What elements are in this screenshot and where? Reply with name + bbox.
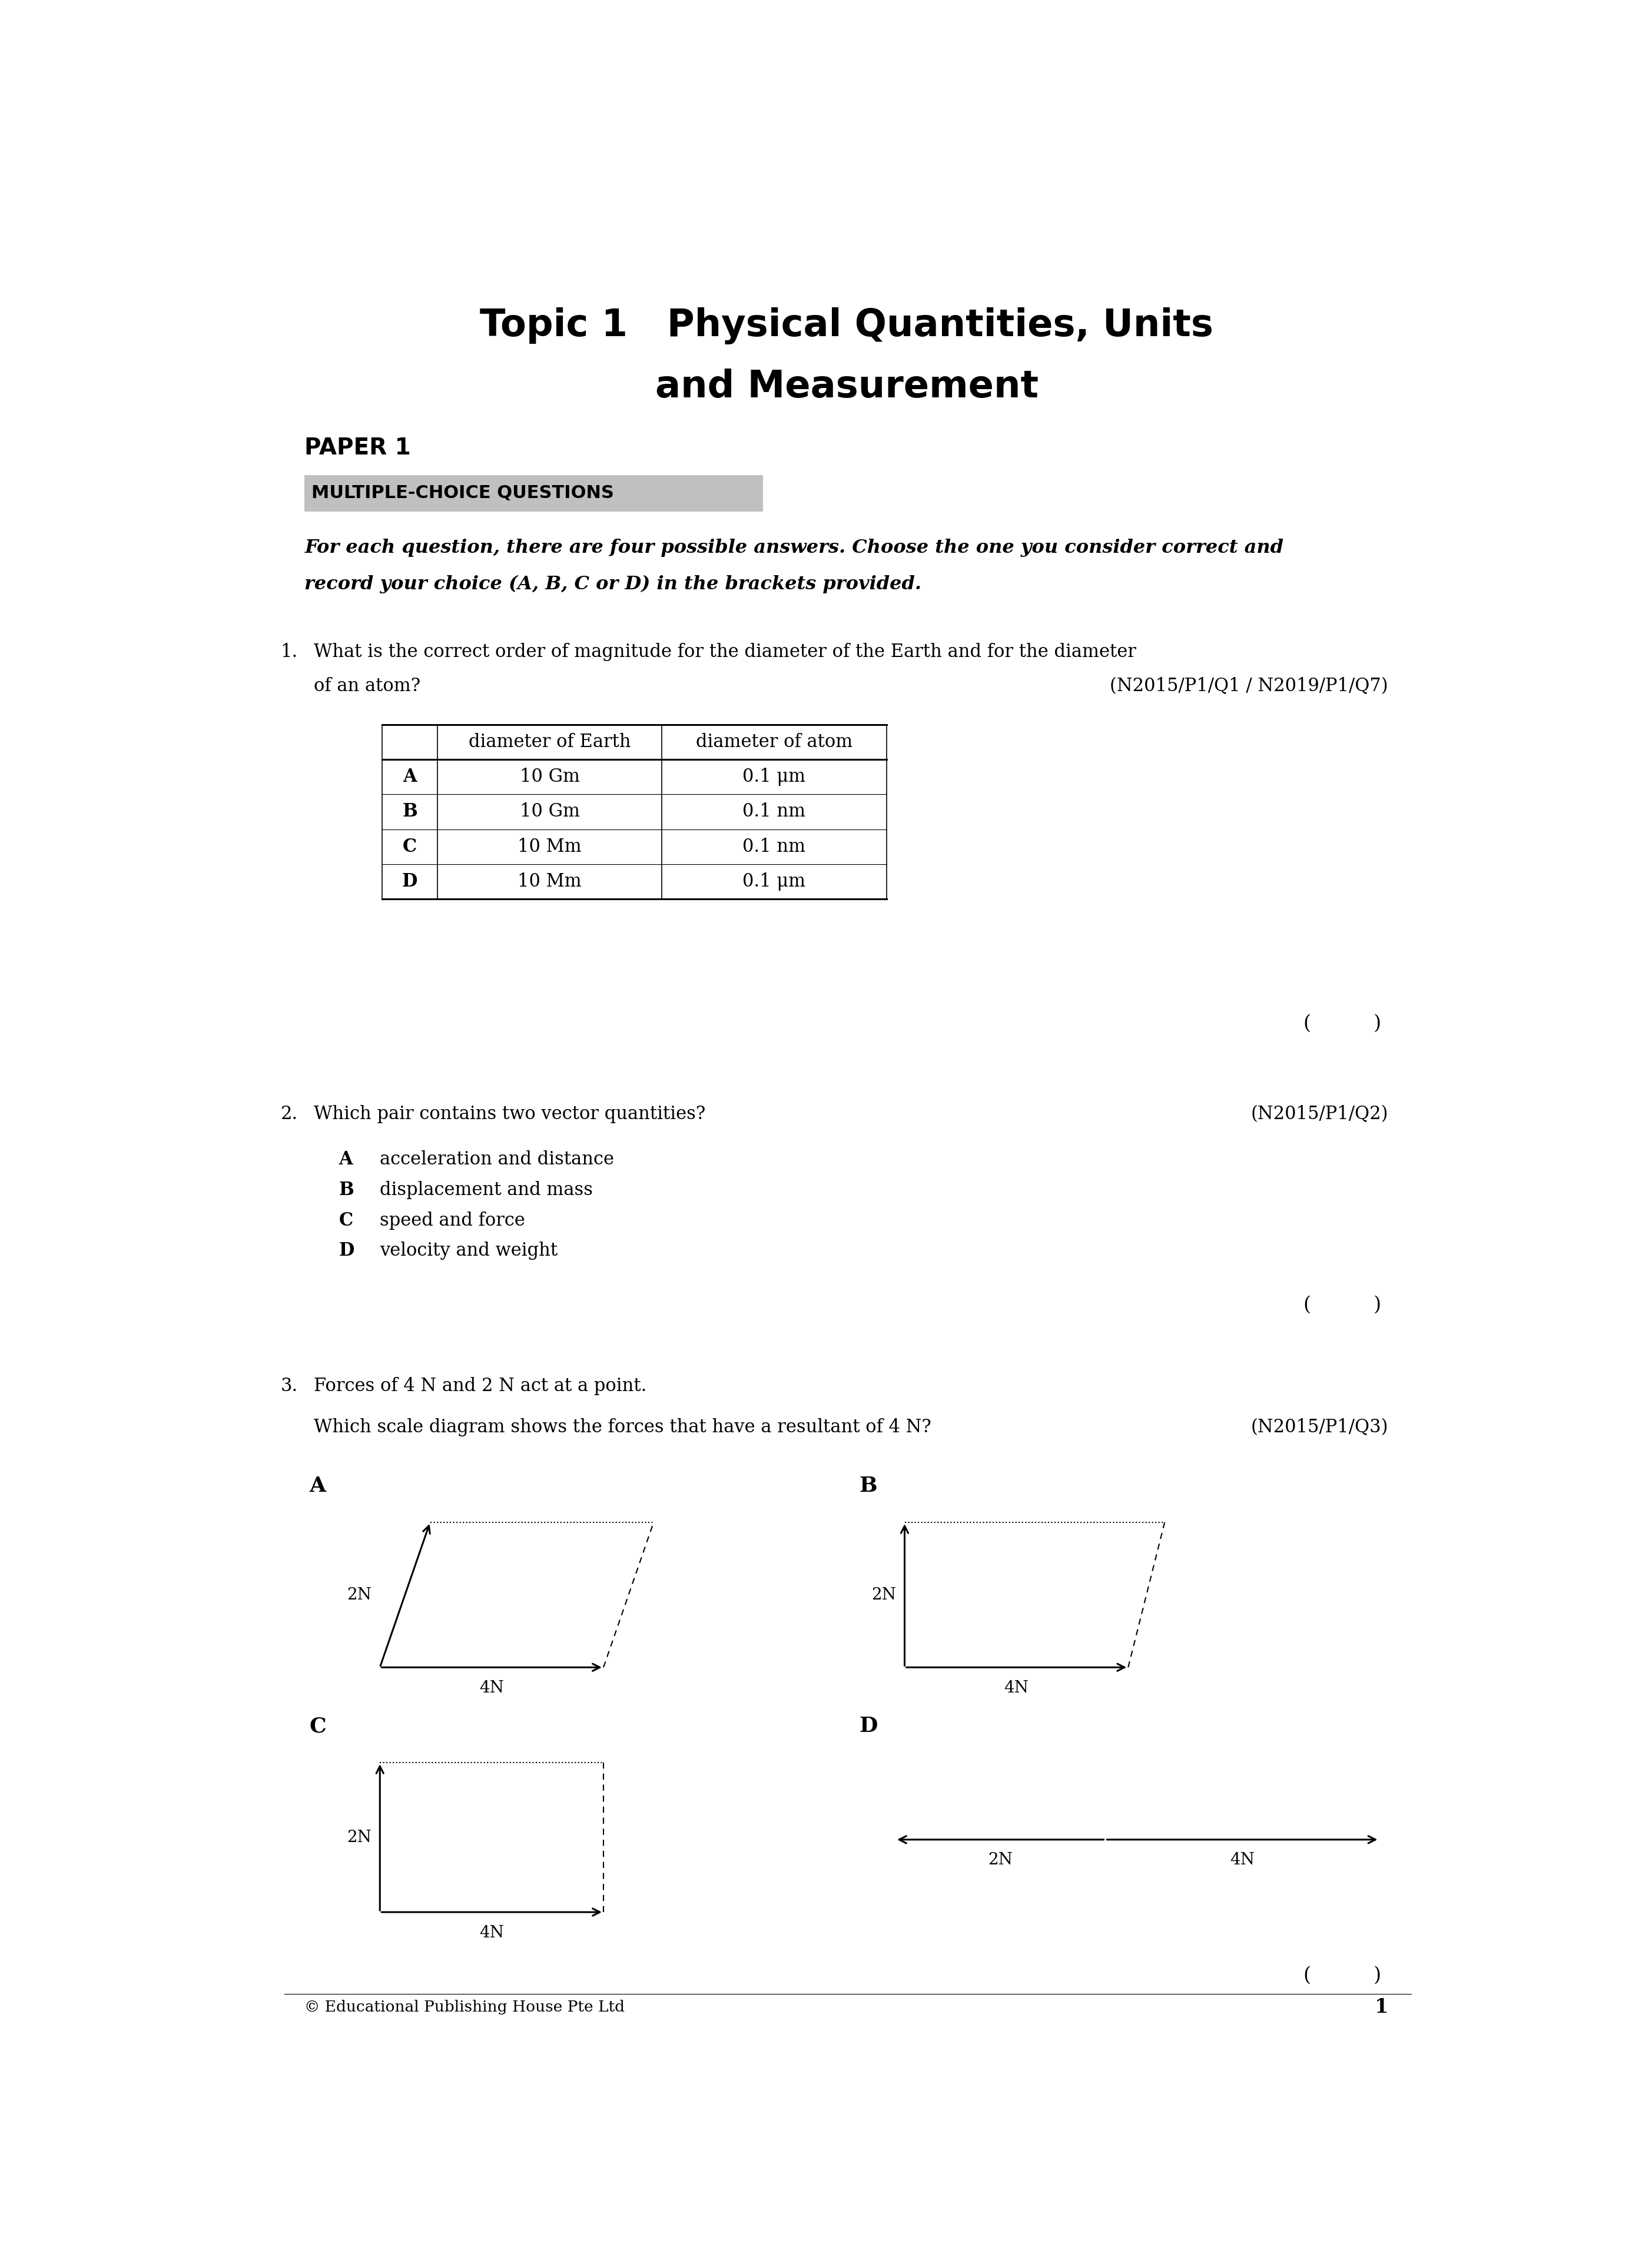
Text: B: B — [339, 1182, 354, 1200]
Text: (N2015/P1/Q2): (N2015/P1/Q2) — [1251, 1105, 1388, 1123]
Text: Topic 1   Physical Quantities, Units: Topic 1 Physical Quantities, Units — [479, 307, 1214, 344]
Text: and Measurement: and Measurement — [654, 368, 1039, 405]
Text: D: D — [401, 872, 418, 890]
Text: (          ): ( ) — [1303, 1966, 1381, 1984]
Text: A: A — [339, 1150, 354, 1168]
Text: C: C — [403, 838, 416, 857]
Text: B: B — [859, 1476, 877, 1496]
Text: For each question, there are four possible answers. Choose the one you consider : For each question, there are four possib… — [304, 538, 1284, 556]
Text: A: A — [403, 768, 416, 786]
Text: What is the correct order of magnitude for the diameter of the Earth and for the: What is the correct order of magnitude f… — [314, 642, 1137, 662]
Text: PAPER 1: PAPER 1 — [304, 436, 411, 459]
Text: diameter of atom: diameter of atom — [695, 732, 852, 750]
Text: of an atom?: of an atom? — [314, 678, 420, 696]
Text: velocity and weight: velocity and weight — [380, 1241, 558, 1259]
Text: D: D — [339, 1241, 354, 1259]
Text: 4N: 4N — [1229, 1853, 1254, 1869]
Bar — [304, 475, 763, 511]
Text: 2N: 2N — [347, 1587, 372, 1602]
Text: 2N: 2N — [347, 1828, 372, 1844]
Text: 2.: 2. — [281, 1105, 297, 1123]
Text: B: B — [403, 802, 418, 820]
Text: 1.: 1. — [281, 642, 297, 662]
Text: C: C — [339, 1211, 354, 1229]
Text: 2N: 2N — [988, 1853, 1013, 1869]
Text: 2N: 2N — [872, 1587, 897, 1602]
Text: Forces of 4 N and 2 N act at a point.: Forces of 4 N and 2 N act at a point. — [314, 1376, 646, 1394]
Text: (N2015/P1/Q3): (N2015/P1/Q3) — [1251, 1417, 1388, 1437]
Text: displacement and mass: displacement and mass — [380, 1182, 593, 1200]
Text: © Educational Publishing House Pte Ltd: © Educational Publishing House Pte Ltd — [304, 2000, 624, 2014]
Text: (N2015/P1/Q1 / N2019/P1/Q7): (N2015/P1/Q1 / N2019/P1/Q7) — [1110, 678, 1388, 696]
Text: C: C — [309, 1715, 325, 1736]
Text: diameter of Earth: diameter of Earth — [469, 732, 631, 750]
Text: MULTIPLE-CHOICE QUESTIONS: MULTIPLE-CHOICE QUESTIONS — [312, 486, 615, 502]
Text: Which pair contains two vector quantities?: Which pair contains two vector quantitie… — [314, 1105, 705, 1123]
Text: 1: 1 — [1374, 1998, 1388, 2016]
Text: 10 Gm: 10 Gm — [520, 802, 580, 820]
Text: 0.1 μm: 0.1 μm — [743, 872, 806, 890]
Text: (          ): ( ) — [1303, 1015, 1381, 1033]
Text: 4N: 4N — [479, 1926, 504, 1941]
Text: 10 Gm: 10 Gm — [520, 768, 580, 786]
Text: A: A — [309, 1476, 325, 1496]
Text: 0.1 nm: 0.1 nm — [743, 838, 806, 857]
Text: 0.1 μm: 0.1 μm — [743, 768, 806, 786]
Text: record your choice (A, B, C or D) in the brackets provided.: record your choice (A, B, C or D) in the… — [304, 574, 922, 592]
Text: D: D — [859, 1715, 877, 1736]
Text: speed and force: speed and force — [380, 1211, 525, 1229]
Text: 10 Mm: 10 Mm — [517, 838, 582, 857]
Text: (          ): ( ) — [1303, 1295, 1381, 1313]
Text: Which scale diagram shows the forces that have a resultant of 4 N?: Which scale diagram shows the forces tha… — [314, 1417, 932, 1437]
Text: 4N: 4N — [1004, 1679, 1029, 1695]
Text: 3.: 3. — [281, 1376, 297, 1394]
Text: 4N: 4N — [479, 1679, 504, 1695]
Text: 10 Mm: 10 Mm — [517, 872, 582, 890]
Text: 0.1 nm: 0.1 nm — [743, 802, 806, 820]
Text: acceleration and distance: acceleration and distance — [380, 1150, 615, 1168]
